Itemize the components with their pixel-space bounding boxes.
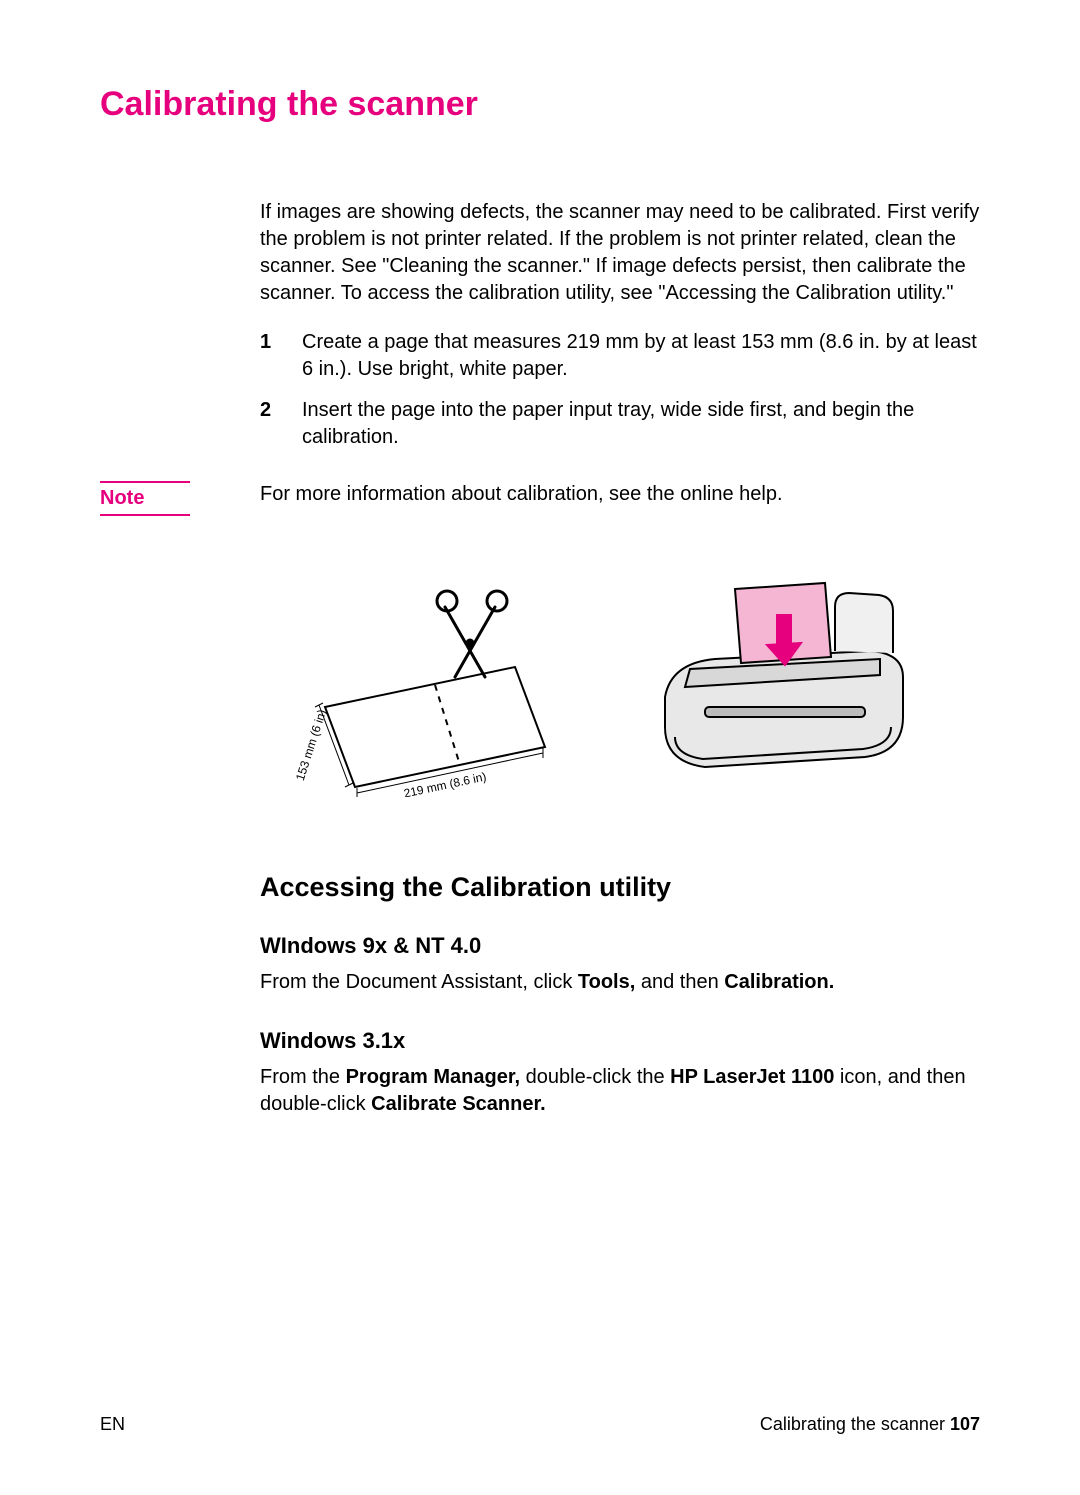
subheading-win9x: WIndows 9x & NT 4.0 — [260, 933, 980, 959]
list-item: 2 Insert the page into the paper input t… — [260, 397, 980, 451]
page-footer: EN Calibrating the scanner 107 — [100, 1414, 980, 1435]
note-block: Note For more information about calibrat… — [100, 481, 980, 516]
page-title: Calibrating the scanner — [100, 85, 980, 124]
step-number: 1 — [260, 329, 302, 383]
bold-text: Program Manager, — [346, 1066, 521, 1088]
footer-page-number: 107 — [950, 1414, 980, 1434]
section-heading-accessing: Accessing the Calibration utility — [260, 872, 980, 903]
footer-section-name: Calibrating the scanner — [760, 1414, 950, 1434]
bold-text: Calibrate Scanner. — [371, 1093, 546, 1115]
text-fragment: From the Document Assistant, click — [260, 971, 578, 993]
calibration-figure: 219 mm (8.6 in) 153 mm (6 in) — [260, 552, 960, 812]
bold-text: Calibration. — [724, 971, 834, 993]
step-text: Create a page that measures 219 mm by at… — [302, 329, 980, 383]
printer-icon — [635, 567, 935, 797]
height-label: 153 mm (6 in) — [293, 708, 329, 783]
subheading-win31: Windows 3.1x — [260, 1028, 980, 1054]
text-fragment: and then — [635, 971, 724, 993]
bold-text: Tools, — [578, 971, 635, 993]
footer-right: Calibrating the scanner 107 — [760, 1414, 980, 1435]
note-text: For more information about calibration, … — [260, 481, 980, 508]
list-item: 1 Create a page that measures 219 mm by … — [260, 329, 980, 383]
win31-text: From the Program Manager, double-click t… — [260, 1064, 980, 1118]
steps-list: 1 Create a page that measures 219 mm by … — [260, 329, 980, 451]
paper-scissors-icon: 219 mm (8.6 in) 153 mm (6 in) — [285, 567, 585, 797]
text-fragment: double-click the — [520, 1066, 670, 1088]
bold-text: HP LaserJet 1100 — [670, 1066, 834, 1088]
text-fragment: From the — [260, 1066, 346, 1088]
step-number: 2 — [260, 397, 302, 451]
step-text: Insert the page into the paper input tra… — [302, 397, 980, 451]
intro-paragraph: If images are showing defects, the scann… — [260, 199, 980, 307]
win9x-text: From the Document Assistant, click Tools… — [260, 969, 980, 996]
footer-left: EN — [100, 1414, 125, 1435]
note-label: Note — [100, 481, 190, 516]
